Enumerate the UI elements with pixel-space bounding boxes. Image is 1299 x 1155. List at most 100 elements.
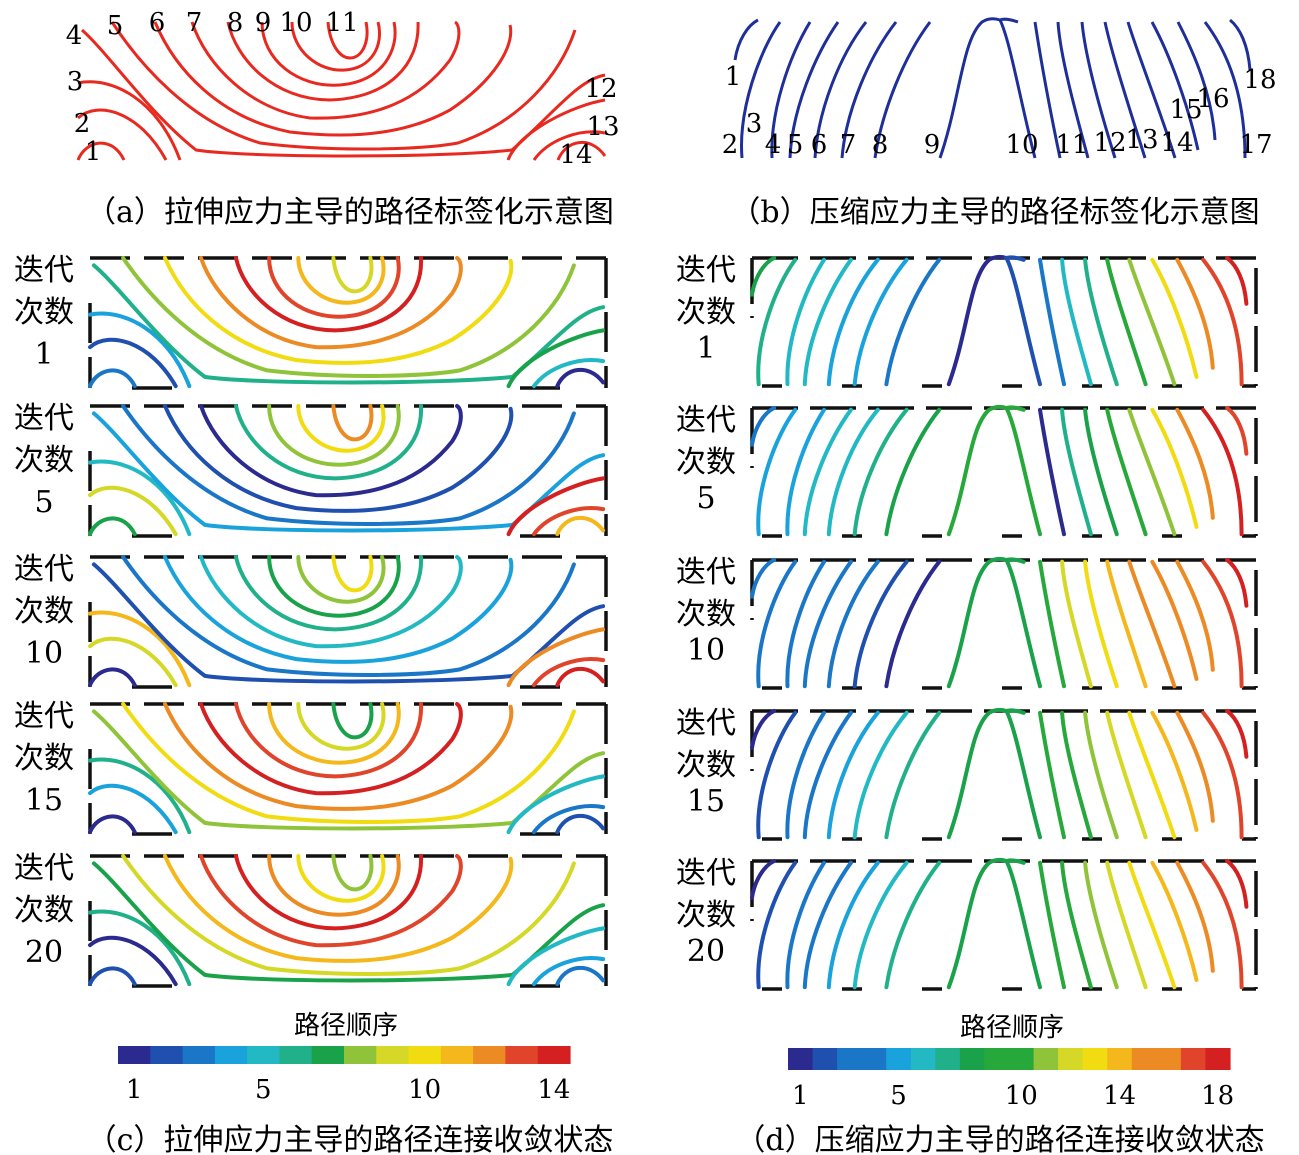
panel-c-iter-label-line2: 次数	[14, 443, 74, 478]
panel-d-iter3-path-17	[1201, 559, 1244, 689]
panel-a-path-4	[81, 28, 606, 158]
panel-c-iter4-path-12	[506, 774, 606, 835]
panel-c-iter2-path-11	[331, 404, 374, 442]
panel-d-iter3-path-18	[1225, 558, 1249, 608]
panel-d-iter5-path-3	[785, 860, 826, 990]
panel-c-iter5-path-3	[88, 909, 192, 987]
panel-b-path-12	[1080, 21, 1117, 159]
colorbar-c: 1 5 10 14	[118, 1046, 571, 1105]
panel-c-iter4-path-7	[199, 702, 463, 796]
panel-d-iter2-path-15	[1150, 407, 1199, 529]
panel-d-iter-number: 1	[696, 331, 715, 366]
panel-d-iter5-path-2	[756, 860, 798, 990]
panel-c-iter5-path-7	[199, 854, 463, 948]
panel-d-iter2-path-4	[802, 407, 853, 537]
panel-d-iter2-path-6	[852, 407, 909, 537]
panel-d-iter-label-line2: 次数	[676, 898, 736, 933]
colorbar-c-segment-12	[473, 1046, 506, 1064]
colorbar-d-segment-10	[1009, 1048, 1035, 1070]
colorbar-c-title: 路径顺序	[294, 1011, 398, 1041]
panel-c-iter1-path-12	[506, 328, 606, 389]
panel-c-iter3-path-10	[296, 555, 386, 604]
colorbar-d-segment-17	[1180, 1048, 1207, 1070]
panel-d-iter4-path-15	[1150, 710, 1199, 832]
panel-c-iter1-path-2	[88, 337, 178, 389]
panel-a-path-3	[77, 80, 182, 161]
panel-b-path-9	[997, 17, 1037, 159]
panel-c-iter1-path-10	[296, 256, 386, 305]
panel-d-iter3-path-13	[1105, 559, 1148, 689]
panel-b-label-5: 5	[787, 130, 804, 160]
panel-c-iter2-path-2	[88, 485, 178, 537]
panel-a-path-10	[290, 21, 381, 72]
colorbar-d-tick-10: 10	[1005, 1081, 1038, 1111]
panel-c-iter3-path-4	[91, 562, 606, 684]
panel-a-label-8: 8	[227, 8, 244, 38]
panel-c-iter2-path-8	[234, 404, 424, 481]
panel-d-iter2-path-18	[1225, 406, 1249, 456]
panel-c-iter5-path-5	[121, 854, 576, 976]
panel-a-label-3: 3	[67, 67, 84, 97]
panel-d-iter4-path-8	[946, 707, 1009, 840]
panel-b-label-6: 6	[811, 130, 828, 160]
panel-b-path-15	[1150, 21, 1200, 151]
panel-b-path-17	[1203, 21, 1247, 159]
colorbar-d-segment-14	[1107, 1048, 1133, 1070]
panel-c-iter1-path-11	[331, 256, 374, 294]
panel-a-path-11	[326, 21, 369, 60]
panel-a-label-10: 10	[279, 8, 312, 38]
colorbar-d-segment-1	[788, 1048, 814, 1070]
panel-d-iter1-path-18	[1225, 256, 1249, 306]
panel-d-iter1-path-4	[802, 257, 853, 387]
panel-c-iter1-path-8	[234, 256, 424, 333]
panel-d-iter4-path-2	[756, 710, 798, 840]
panel-b-path-6	[840, 21, 898, 159]
panel-d-iter1-path-6	[852, 257, 909, 387]
panel-c-iter3-path-3	[88, 610, 192, 688]
panel-c-iter1-path-6	[163, 256, 514, 365]
colorbar-c-segment-13	[505, 1046, 539, 1064]
colorbar-c-segment-5	[247, 1046, 280, 1064]
colorbar-c-segment-10	[408, 1046, 442, 1064]
panel-d-iter4-path-11	[1060, 710, 1093, 840]
panel-a-path-13	[532, 130, 606, 161]
panel-b-label-13: 13	[1125, 125, 1158, 155]
colorbar-c-segment-1	[118, 1046, 151, 1064]
panel-c-iter4-path-14	[555, 813, 606, 835]
panel-a-label-1: 1	[85, 137, 102, 167]
colorbar-d-segment-7	[935, 1048, 961, 1070]
panel-d-iter3-path-6	[852, 559, 909, 689]
panel-d-iter3-path-16	[1175, 559, 1215, 672]
panel-c-frame-5	[88, 854, 608, 988]
panel-a-label-4: 4	[66, 21, 83, 51]
panel-d-iter3-path-14	[1127, 559, 1177, 689]
panel-c-iter2-path-4	[91, 411, 606, 533]
panel-d-iter1-path-2	[756, 257, 798, 387]
colorbar-c-tick-1: 1	[126, 1075, 143, 1105]
panel-d-iter4-path-9	[1003, 708, 1042, 840]
panel-d-iter3-path-7	[884, 559, 942, 689]
panel-c-iter5-path-1	[88, 966, 137, 987]
panel-c-iter5-path-13	[532, 956, 606, 987]
panel-c-iter2-path-7	[199, 404, 463, 498]
panel-d-iter5-path-6	[852, 860, 909, 990]
panel-d-iter-number: 15	[687, 784, 725, 819]
panel-b-label-2: 2	[722, 130, 739, 160]
panel-d-iter3-path-3	[785, 559, 826, 689]
panel-d-iter-number: 10	[687, 633, 725, 668]
panel-d-iter3-path-10	[1038, 559, 1066, 689]
panel-c-iter3-path-14	[555, 666, 606, 688]
panel-d-iter2-path-16	[1175, 407, 1215, 520]
panel-d-iter3-path-1	[750, 558, 777, 599]
panel-d-iter5-path-17	[1201, 860, 1244, 990]
panel-d-iter3-path-12	[1083, 559, 1119, 689]
panel-c-iter2-path-1	[88, 516, 137, 537]
panel-d-iter2-path-3	[785, 407, 826, 537]
panel-d-iter1-path-11	[1060, 257, 1093, 387]
